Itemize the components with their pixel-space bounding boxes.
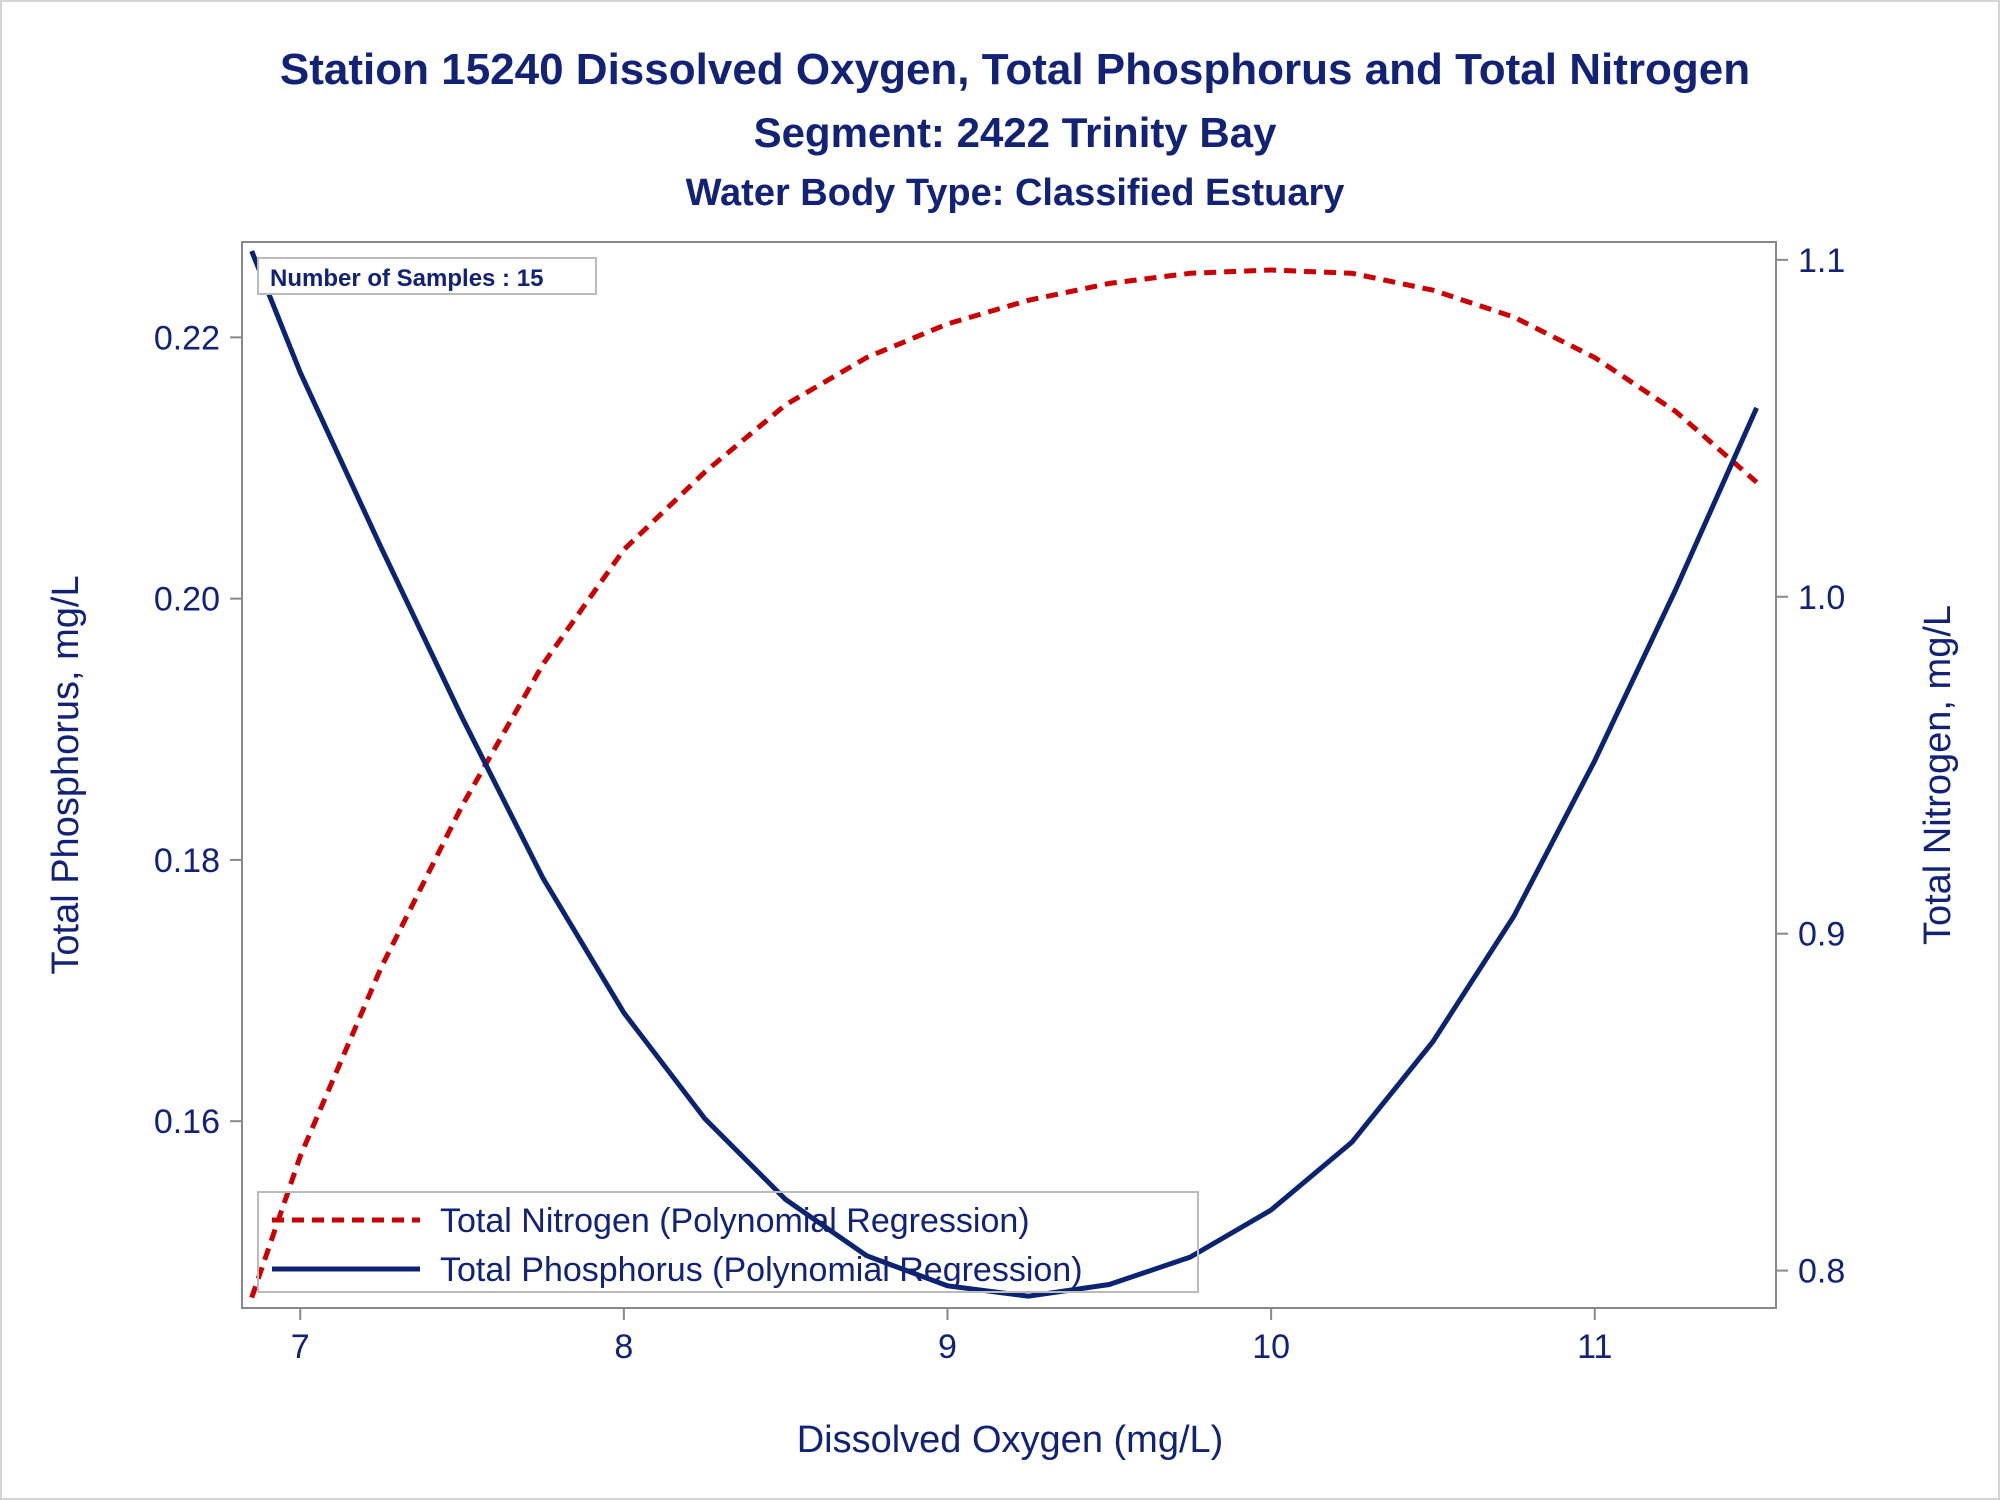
legend-label-phosphorus: Total Phosphorus (Polynomial Regression) xyxy=(440,1251,1083,1289)
series-layer xyxy=(249,250,1759,1299)
x-tick-label: 7 xyxy=(291,1328,310,1366)
y-tick-label: 0.18 xyxy=(154,842,220,880)
plot-area-border xyxy=(241,241,1777,1309)
chart-subtitle-segment: Segment: 2422 Trinity Bay xyxy=(754,109,1278,156)
x-tick-label: 11 xyxy=(1577,1328,1612,1366)
y-tick-label: 0.16 xyxy=(154,1103,220,1141)
y-axis-right-ticks: 0.8 0.9 1.0 1.1 xyxy=(1776,242,1845,1291)
sample-count-label: Number of Samples : 15 xyxy=(270,265,543,292)
y2-tick-label: 1.0 xyxy=(1798,579,1845,617)
legend: Total Nitrogen (Polynomial Regression) T… xyxy=(257,1191,1199,1293)
y2-tick-label: 0.8 xyxy=(1798,1253,1845,1291)
y2-tick-label: 1.1 xyxy=(1798,242,1845,280)
x-tick-label: 8 xyxy=(614,1328,633,1366)
x-tick-label: 10 xyxy=(1252,1328,1290,1366)
chart-subtitle-waterbody: Water Body Type: Classified Estuary xyxy=(686,172,1345,214)
sample-count-box: Number of Samples : 15 xyxy=(257,257,597,295)
legend-label-nitrogen: Total Nitrogen (Polynomial Regression) xyxy=(440,1202,1030,1240)
x-axis-label: Dissolved Oxygen (mg/L) xyxy=(797,1419,1224,1461)
x-axis-ticks: 7 8 9 10 11 xyxy=(291,1308,1612,1366)
series-line-phosphorus xyxy=(249,250,1759,1299)
y-axis-right-label: Total Nitrogen, mg/L xyxy=(1917,605,1959,945)
y-axis-left-ticks: 0.16 0.18 0.20 0.22 xyxy=(154,319,242,1141)
chart-title: Station 15240 Dissolved Oxygen, Total Ph… xyxy=(280,45,1750,94)
y-tick-label: 0.22 xyxy=(154,319,220,357)
series-line-nitrogen xyxy=(249,267,1759,1299)
legend-box xyxy=(257,1191,1199,1293)
y2-tick-label: 0.9 xyxy=(1798,916,1845,954)
y-axis-left-label: Total Phosphorus, mg/L xyxy=(45,575,87,974)
x-tick-label: 9 xyxy=(938,1328,957,1366)
y-tick-label: 0.20 xyxy=(154,581,220,619)
